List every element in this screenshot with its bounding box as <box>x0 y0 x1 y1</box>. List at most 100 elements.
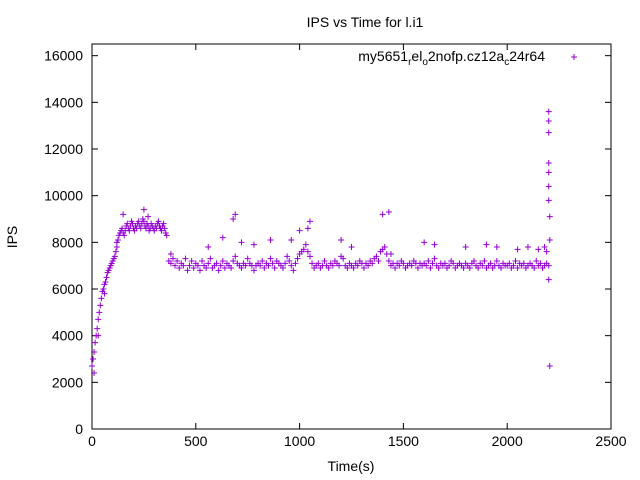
data-point <box>257 262 264 269</box>
data-point <box>296 227 303 234</box>
data-point <box>423 262 430 269</box>
data-point <box>95 316 102 323</box>
data-point <box>306 218 313 225</box>
data-point <box>545 118 552 124</box>
data-point <box>96 309 103 316</box>
data-point <box>172 262 179 269</box>
data-point <box>94 325 101 332</box>
plot-frame <box>91 43 612 430</box>
data-point <box>98 295 105 302</box>
data-point <box>493 258 500 264</box>
data-point <box>450 260 457 267</box>
data-point <box>250 241 257 248</box>
data-point <box>306 253 313 260</box>
data-point <box>294 255 301 262</box>
data-point <box>238 265 245 271</box>
data-point <box>497 265 504 271</box>
data-point <box>190 265 197 271</box>
data-point <box>462 244 469 250</box>
data-point <box>546 363 553 369</box>
data-point <box>112 248 119 255</box>
y-tick-label: 14000 <box>44 94 83 110</box>
data-point <box>95 332 102 339</box>
data-point <box>158 227 165 234</box>
data-point <box>176 265 183 271</box>
data-point <box>535 246 542 253</box>
data-series-points <box>89 108 553 376</box>
data-point <box>537 260 544 267</box>
data-point <box>103 274 110 281</box>
data-point <box>545 108 552 115</box>
data-point <box>546 237 553 243</box>
legend-marker <box>571 54 577 60</box>
data-point <box>321 258 328 264</box>
data-point <box>186 262 193 269</box>
data-point <box>140 206 147 213</box>
x-tick-label: 0 <box>88 433 96 449</box>
data-point <box>182 255 189 262</box>
data-point <box>199 258 206 264</box>
data-point <box>338 237 345 243</box>
data-point <box>545 169 552 176</box>
x-tick-label: 1500 <box>388 433 419 449</box>
data-point <box>137 225 144 232</box>
data-point <box>282 260 289 267</box>
data-point <box>205 260 212 267</box>
data-point <box>435 265 442 271</box>
data-point <box>267 255 274 262</box>
data-point <box>205 244 212 250</box>
data-point <box>510 262 517 269</box>
data-point <box>169 255 176 262</box>
y-tick-label: 16000 <box>44 48 83 64</box>
y-tick-label: 2000 <box>52 374 83 390</box>
data-point <box>470 258 477 264</box>
data-point <box>545 262 552 269</box>
data-point <box>213 260 220 267</box>
data-point <box>543 248 550 255</box>
chart-title: IPS vs Time for l.i1 <box>307 14 424 30</box>
data-point <box>292 260 299 267</box>
data-point <box>126 227 133 234</box>
data-point <box>140 218 147 225</box>
data-point <box>524 244 531 250</box>
y-tick-label: 12000 <box>44 141 83 157</box>
data-point <box>232 211 239 218</box>
data-point <box>219 234 226 241</box>
data-point <box>387 251 394 257</box>
data-point <box>379 211 386 218</box>
data-point <box>545 276 552 283</box>
data-point <box>90 356 97 362</box>
data-point <box>203 265 210 271</box>
data-point <box>302 241 309 248</box>
data-point <box>219 258 226 264</box>
data-point <box>261 265 268 271</box>
data-point <box>414 265 421 271</box>
data-point <box>135 218 142 225</box>
data-point <box>207 255 214 262</box>
data-point <box>385 209 392 215</box>
legend-part-2: r <box>408 57 412 68</box>
data-point <box>288 237 295 243</box>
data-point <box>129 220 136 227</box>
data-point <box>180 262 187 269</box>
data-point <box>375 258 382 264</box>
data-point <box>265 262 272 269</box>
data-point <box>91 349 98 355</box>
data-point <box>290 267 297 274</box>
legend-part-1: my5651 <box>358 48 408 64</box>
data-point <box>506 260 513 267</box>
data-point <box>483 241 490 248</box>
data-point <box>267 237 274 243</box>
data-point <box>92 339 99 346</box>
legend-part-7: 24r64 <box>509 48 545 64</box>
data-point <box>304 225 311 232</box>
data-point <box>250 267 257 274</box>
data-point <box>365 262 372 269</box>
data-point <box>373 253 380 260</box>
data-point <box>520 260 527 267</box>
data-point <box>466 265 473 271</box>
data-point <box>431 255 438 262</box>
data-point <box>329 262 336 269</box>
data-point <box>304 248 311 255</box>
